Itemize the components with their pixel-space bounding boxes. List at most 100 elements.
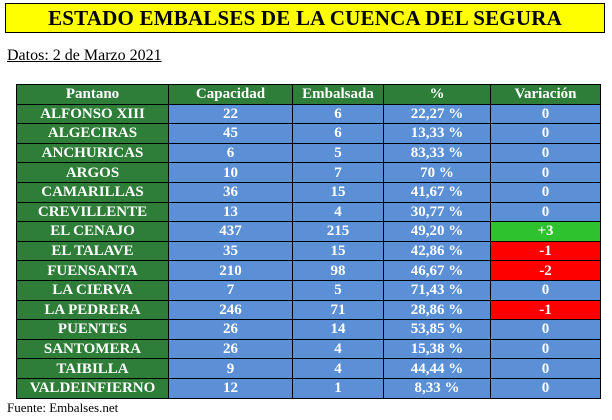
- stored-cell: 15: [292, 240, 384, 262]
- table-row: VALDEINFIERNO 12 1 8,33 % 0: [16, 377, 601, 399]
- capacity-cell: 6: [168, 142, 293, 164]
- table-row: LA PEDRERA 246 71 28,86 % -1: [16, 299, 601, 321]
- stored-cell: 5: [292, 142, 384, 164]
- percent-cell: 44,44 %: [383, 358, 491, 379]
- percent-cell: 8,33 %: [383, 377, 491, 399]
- capacity-cell: 13: [168, 201, 293, 223]
- stored-cell: 15: [292, 181, 384, 203]
- percent-cell: 53,85 %: [383, 319, 491, 340]
- header-capacidad: Capacidad: [168, 84, 293, 105]
- variation-cell: 0: [490, 358, 601, 379]
- reservoir-name-cell: CAMARILLAS: [16, 181, 169, 203]
- capacity-cell: 35: [168, 240, 293, 262]
- variation-cell: +3: [490, 221, 601, 242]
- capacity-cell: 437: [168, 221, 293, 242]
- reservoir-name-cell: PUENTES: [16, 319, 169, 340]
- header-percent: %: [383, 84, 491, 105]
- percent-cell: 13,33 %: [383, 123, 491, 144]
- percent-cell: 41,67 %: [383, 181, 491, 203]
- stored-cell: 1: [292, 377, 384, 399]
- reservoir-name-cell: LA CIERVA: [16, 279, 169, 301]
- variation-cell: 0: [490, 181, 601, 203]
- capacity-cell: 26: [168, 338, 293, 360]
- reservoir-name-cell: EL CENAJO: [16, 221, 169, 242]
- header-variacion: Variación: [490, 84, 601, 105]
- percent-cell: 49,20 %: [383, 221, 491, 242]
- reservoir-name-cell: SANTOMERA: [16, 338, 169, 360]
- reservoir-name-cell: LA PEDRERA: [16, 299, 169, 321]
- reservoir-name-cell: VALDEINFIERNO: [16, 377, 169, 399]
- variation-cell: 0: [490, 377, 601, 399]
- stored-cell: 14: [292, 319, 384, 340]
- percent-cell: 28,86 %: [383, 299, 491, 321]
- reservoir-name-cell: EL TALAVE: [16, 240, 169, 262]
- percent-cell: 70 %: [383, 162, 491, 183]
- table-row: EL TALAVE 35 15 42,86 % -1: [16, 240, 601, 262]
- capacity-cell: 45: [168, 123, 293, 144]
- table-row: CREVILLENTE 13 4 30,77 % 0: [16, 201, 601, 223]
- reservoir-name-cell: ARGOS: [16, 162, 169, 183]
- percent-cell: 83,33 %: [383, 142, 491, 164]
- stored-cell: 6: [292, 123, 384, 144]
- variation-cell: 0: [490, 338, 601, 360]
- stored-cell: 4: [292, 338, 384, 360]
- table-row: ARGOS 10 7 70 % 0: [16, 162, 601, 183]
- capacity-cell: 26: [168, 319, 293, 340]
- percent-cell: 71,43 %: [383, 279, 491, 301]
- table-row: TAIBILLA 9 4 44,44 % 0: [16, 358, 601, 379]
- capacity-cell: 22: [168, 103, 293, 125]
- variation-cell: -2: [490, 260, 601, 281]
- stored-cell: 71: [292, 299, 384, 321]
- table-row: EL CENAJO 437 215 49,20 % +3: [16, 221, 601, 242]
- table-row: ALFONSO XIII 22 6 22,27 % 0: [16, 103, 601, 125]
- percent-cell: 30,77 %: [383, 201, 491, 223]
- variation-cell: 0: [490, 123, 601, 144]
- percent-cell: 15,38 %: [383, 338, 491, 360]
- variation-cell: 0: [490, 103, 601, 125]
- capacity-cell: 36: [168, 181, 293, 203]
- table-row: FUENSANTA 210 98 46,67 % -2: [16, 260, 601, 281]
- variation-cell: -1: [490, 299, 601, 321]
- reservoir-name-cell: ALFONSO XIII: [16, 103, 169, 125]
- capacity-cell: 10: [168, 162, 293, 183]
- percent-cell: 46,67 %: [383, 260, 491, 281]
- header-embalsada: Embalsada: [292, 84, 384, 105]
- variation-cell: 0: [490, 201, 601, 223]
- variation-cell: 0: [490, 279, 601, 301]
- reservoir-name-cell: ALGECIRAS: [16, 123, 169, 144]
- reservoir-name-cell: ANCHURICAS: [16, 142, 169, 164]
- header-pantano: Pantano: [16, 84, 169, 105]
- reservoir-name-cell: FUENSANTA: [16, 260, 169, 281]
- capacity-cell: 7: [168, 279, 293, 301]
- variation-cell: 0: [490, 142, 601, 164]
- table-header-row: Pantano Capacidad Embalsada % Variación: [16, 84, 601, 105]
- stored-cell: 5: [292, 279, 384, 301]
- capacity-cell: 210: [168, 260, 293, 281]
- reservoirs-table: Pantano Capacidad Embalsada % Variación …: [16, 84, 601, 399]
- stored-cell: 7: [292, 162, 384, 183]
- percent-cell: 42,86 %: [383, 240, 491, 262]
- reservoir-name-cell: CREVILLENTE: [16, 201, 169, 223]
- capacity-cell: 12: [168, 377, 293, 399]
- table-row: LA CIERVA 7 5 71,43 % 0: [16, 279, 601, 301]
- stored-cell: 4: [292, 358, 384, 379]
- data-date: Datos: 2 de Marzo 2021: [7, 47, 162, 64]
- capacity-cell: 9: [168, 358, 293, 379]
- table-row: ANCHURICAS 6 5 83,33 % 0: [16, 142, 601, 164]
- table-row: CAMARILLAS 36 15 41,67 % 0: [16, 181, 601, 203]
- reservoir-name-cell: TAIBILLA: [16, 358, 169, 379]
- variation-cell: -1: [490, 240, 601, 262]
- percent-cell: 22,27 %: [383, 103, 491, 125]
- stored-cell: 98: [292, 260, 384, 281]
- source-note: Fuente: Embalses.net: [7, 400, 119, 415]
- capacity-cell: 246: [168, 299, 293, 321]
- stored-cell: 4: [292, 201, 384, 223]
- stored-cell: 215: [292, 221, 384, 242]
- variation-cell: 0: [490, 319, 601, 340]
- variation-cell: 0: [490, 162, 601, 183]
- table-row: SANTOMERA 26 4 15,38 % 0: [16, 338, 601, 360]
- stored-cell: 6: [292, 103, 384, 125]
- table-row: ALGECIRAS 45 6 13,33 % 0: [16, 123, 601, 144]
- table-row: PUENTES 26 14 53,85 % 0: [16, 319, 601, 340]
- page-title: ESTADO EMBALSES DE LA CUENCA DEL SEGURA: [5, 3, 605, 33]
